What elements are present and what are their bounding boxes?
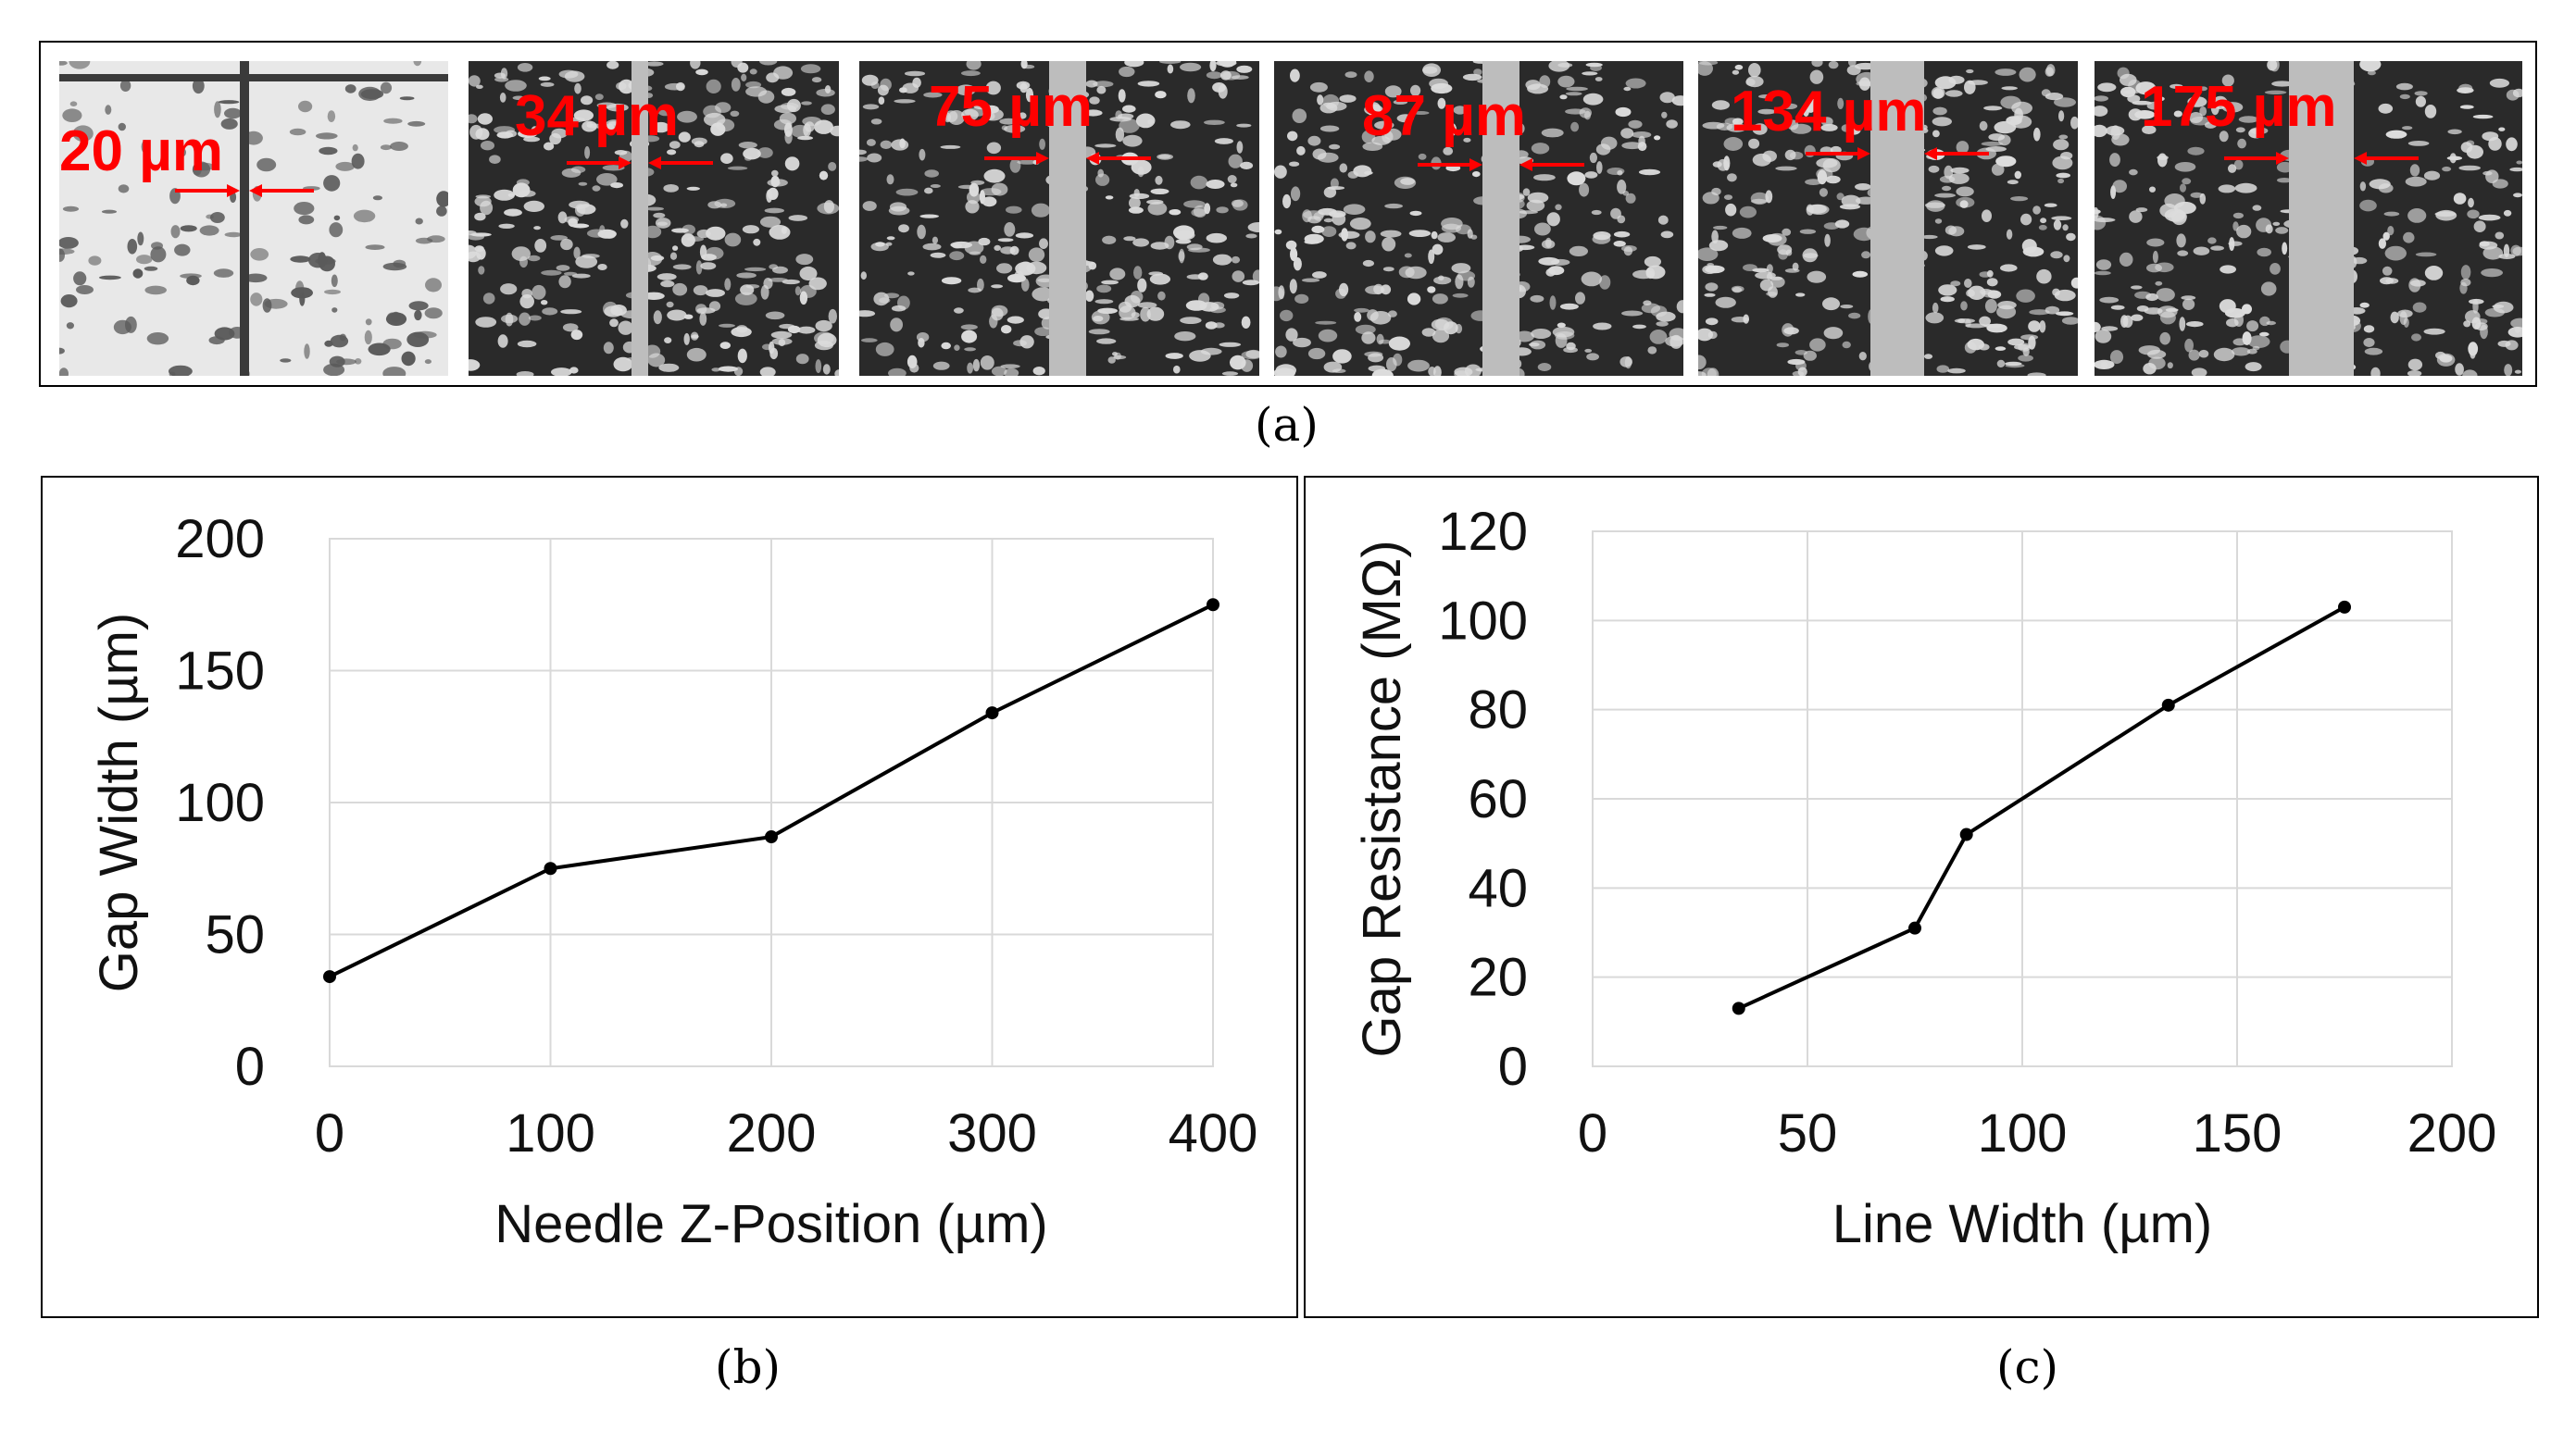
chart-b-x-tick-label-0: 0 (315, 1103, 344, 1164)
chart-b-frame (41, 476, 1298, 1318)
chart-c-x-tick-label-0: 0 (1578, 1103, 1607, 1164)
micrograph-6: 175 µm (2095, 61, 2522, 376)
micrograph-4-label: 87 µm (1362, 84, 1526, 148)
micrograph-5-label: 134 µm (1731, 80, 1927, 143)
micrograph-5: 134 µm (1698, 61, 2078, 376)
chart-c-y-tick-label-3: 60 (1468, 769, 1528, 829)
chart-c-data-point-2 (1959, 828, 1973, 841)
micrograph-3-image: 75 µm (859, 61, 1259, 376)
chart-b-x-tick-label-2: 200 (727, 1103, 817, 1164)
chart-c-x-tick-label-4: 200 (2407, 1103, 2497, 1164)
chart-c-series-line-0 (1737, 605, 2345, 1011)
micrograph-2-label: 34 µm (515, 84, 679, 148)
chart-b-data-point-2 (765, 830, 778, 844)
micrograph-4: 87 µm (1274, 61, 1683, 376)
micrograph-2-image: 34 µm (469, 61, 839, 376)
micrograph-1-label: 20 µm (59, 119, 223, 183)
caption-b: (b) (715, 1340, 782, 1394)
chart-b-x-tick-label-4: 400 (1169, 1103, 1258, 1164)
chart-c-data-point-4 (2338, 600, 2351, 614)
chart-c-x-tick-label-2: 100 (1978, 1103, 2068, 1164)
chart-c-y-tick-label-4: 80 (1468, 680, 1528, 741)
chart-b-data-point-1 (544, 862, 557, 876)
chart-c-y-axis-label: Gap Resistance (MΩ) (1352, 540, 1412, 1057)
chart-c-y-tick-label-0: 0 (1498, 1037, 1528, 1097)
chart-b-y-tick-label-1: 50 (205, 905, 265, 965)
micrograph-4-image: 87 µm (1274, 61, 1683, 376)
chart-b-data-point-4 (1207, 598, 1219, 612)
chart-b-x-tick-label-3: 300 (947, 1103, 1037, 1164)
micrograph-5-image: 134 µm (1698, 61, 2078, 376)
chart-c-y-tick-label-5: 100 (1438, 591, 1528, 651)
micrograph-3-label: 75 µm (929, 75, 1093, 139)
chart-b-y-tick-label-2: 100 (175, 773, 265, 833)
micrograph-3: 75 µm (859, 61, 1259, 376)
chart-c-x-axis-label: Line Width (µm) (1832, 1194, 2213, 1254)
caption-a: (a) (1255, 398, 1319, 452)
chart-b-x-tick-label-1: 100 (506, 1103, 595, 1164)
chart-c-y-tick-label-6: 120 (1438, 502, 1528, 562)
chart-c-x-tick-label-3: 150 (2193, 1103, 2282, 1164)
chart-c-frame (1304, 476, 2539, 1318)
micrograph-1: 20 µm (59, 61, 448, 376)
chart-b-y-tick-label-3: 150 (175, 641, 265, 702)
micrograph-strip: 20 µm 34 µm 75 µm 87 µm 134 µm 175 µm (39, 41, 2537, 387)
chart-c-x-tick-label-1: 50 (1778, 1103, 1838, 1164)
chart-b-x-axis-label: Needle Z-Position (µm) (494, 1194, 1047, 1254)
chart-b-y-tick-label-4: 200 (175, 509, 265, 569)
chart-b-data-point-3 (985, 706, 999, 720)
micrograph-6-image: 175 µm (2095, 61, 2522, 376)
chart-c-y-tick-label-2: 40 (1468, 858, 1528, 918)
caption-c: (c) (1996, 1340, 2059, 1394)
micrograph-1-image: 20 µm (59, 61, 448, 376)
micrograph-6-label: 175 µm (2141, 75, 2337, 139)
chart-b-data-point-0 (323, 970, 336, 984)
chart-c-y-tick-label-1: 20 (1468, 948, 1528, 1008)
chart-c-data-point-0 (1732, 1002, 1745, 1015)
chart-c-data-point-1 (1908, 921, 1921, 935)
chart-b-y-tick-label-0: 0 (235, 1037, 265, 1097)
micrograph-2: 34 µm (469, 61, 839, 376)
chart-c-data-point-3 (2161, 698, 2175, 712)
chart-b-y-axis-label: Gap Width (µm) (89, 613, 149, 992)
